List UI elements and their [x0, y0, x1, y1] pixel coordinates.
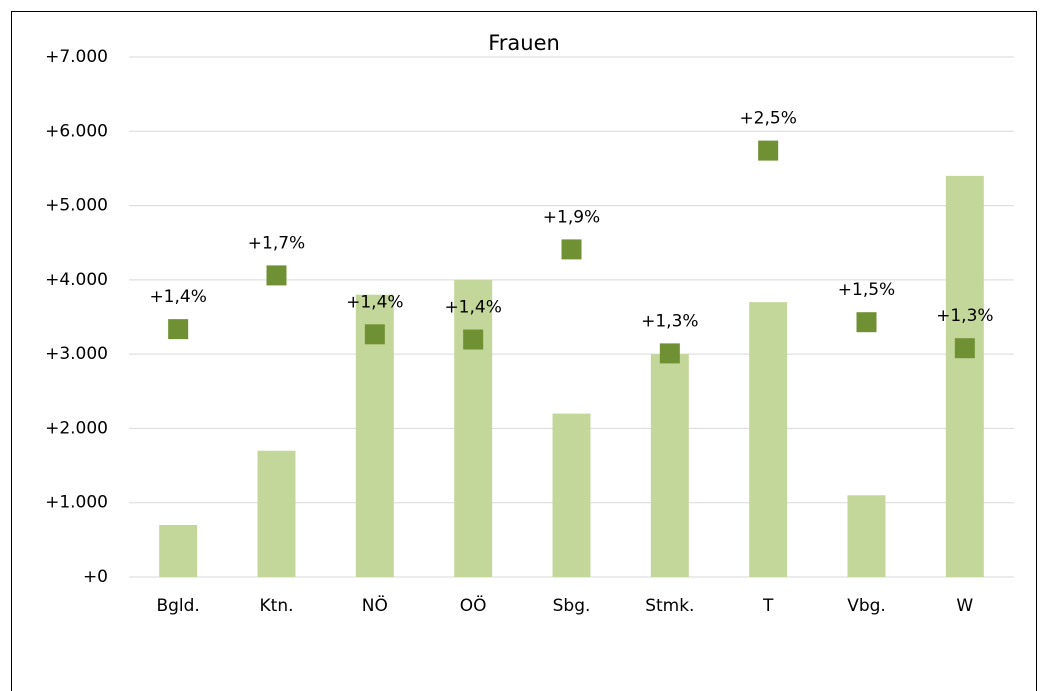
y-tick-label: +0 — [83, 567, 108, 587]
marker — [659, 343, 680, 364]
data-label: +1,3% — [936, 306, 993, 326]
y-tick-label: +1.000 — [45, 493, 108, 513]
data-label: +1,4% — [149, 287, 206, 307]
bar — [552, 413, 591, 577]
chart-title: Frauen — [488, 31, 560, 55]
data-label: +1,3% — [641, 311, 698, 331]
x-tick-label: Sbg. — [553, 596, 591, 616]
bar — [847, 495, 886, 577]
marker — [561, 239, 582, 260]
bar — [454, 279, 493, 577]
marker — [463, 329, 484, 350]
bar — [159, 525, 198, 577]
bar — [257, 450, 296, 577]
x-tick-label: NÖ — [362, 594, 388, 616]
data-label: +1,4% — [444, 298, 501, 318]
marker — [266, 265, 287, 286]
x-tick-label: Ktn. — [260, 596, 294, 616]
y-tick-label: +5.000 — [45, 196, 108, 216]
chart-border — [11, 11, 1037, 691]
y-tick-label: +6.000 — [45, 121, 108, 141]
data-label: +1,7% — [248, 233, 305, 253]
x-tick-label: Stmk. — [645, 596, 694, 616]
x-tick-label: W — [956, 596, 973, 616]
marker — [954, 338, 975, 359]
x-tick-label: Vbg. — [847, 596, 886, 616]
data-label: +1,5% — [838, 280, 895, 300]
marker — [856, 312, 877, 333]
bar — [650, 354, 689, 577]
y-tick-label: +4.000 — [45, 270, 108, 290]
marker — [168, 319, 189, 340]
y-tick-label: +2.000 — [45, 418, 108, 438]
data-label: +2,5% — [739, 109, 796, 129]
x-tick-label: T — [762, 596, 774, 616]
marker — [758, 140, 779, 161]
x-tick-label: OÖ — [460, 594, 487, 616]
bar — [945, 175, 984, 577]
y-tick-label: +3.000 — [45, 344, 108, 364]
marker — [364, 324, 385, 345]
data-label: +1,9% — [543, 207, 600, 227]
x-tick-label: Bgld. — [156, 596, 199, 616]
y-tick-label: +7.000 — [45, 47, 108, 67]
data-label: +1,4% — [346, 292, 403, 312]
bar — [749, 302, 788, 577]
